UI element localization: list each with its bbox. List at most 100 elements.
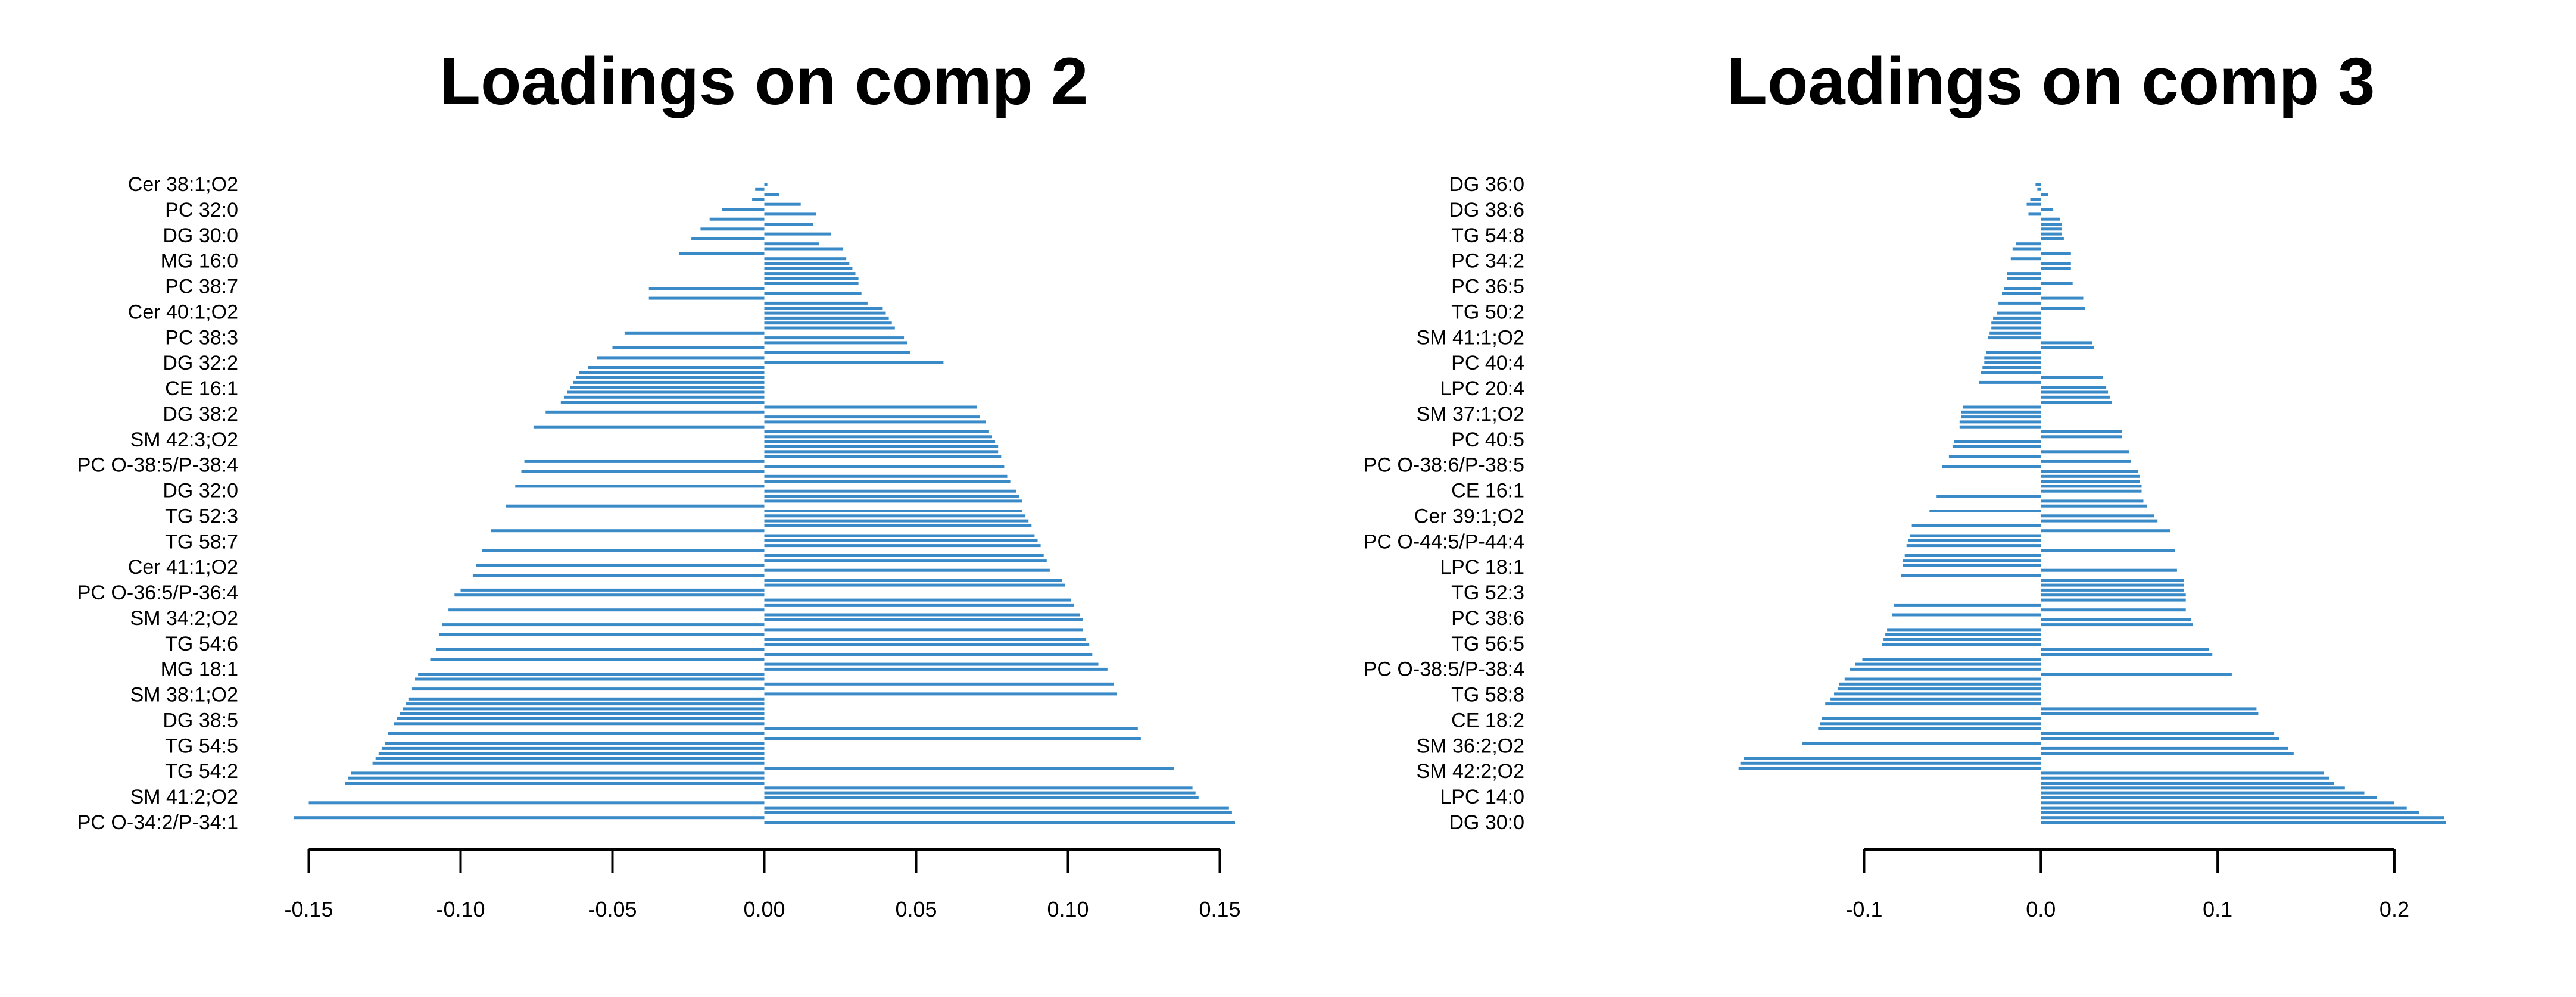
bar [1982,366,2041,369]
bar [1837,687,2041,691]
bar [1986,351,2041,354]
bar [2041,450,2129,454]
bar [764,667,1108,671]
bar [764,212,816,216]
x-tick-label: 0.0 [2026,897,2056,921]
bar [1984,356,2041,360]
bar [2041,193,2048,196]
category-label: PC O-36:5/P-36:4 [77,582,238,604]
bar [764,524,1032,527]
category-label: PC 40:4 [1451,352,1524,374]
bar [2041,588,2184,592]
x-tick-label: 0.05 [895,897,937,921]
category-label: SM 38:1;O2 [130,684,238,707]
bar [2041,673,2232,676]
bar [764,559,1047,562]
bar [764,272,856,276]
bar [2041,737,2279,740]
category-label: Cer 39:1;O2 [1414,505,1524,527]
category-label: TG 54:6 [165,633,238,655]
bar [454,593,765,597]
bar [764,737,1141,740]
bar [2041,401,2112,404]
bar [472,574,765,577]
bar [764,554,1044,557]
category-label: PC O-44:5/P-44:4 [1364,530,1524,553]
category-label: DG 30:0 [163,224,238,247]
bar [1908,539,2041,542]
bar [764,232,831,236]
bar [764,316,889,320]
bar [2041,816,2444,820]
bar [1963,405,2041,409]
x-tick-label: -0.15 [284,897,333,921]
bar [764,223,813,226]
bar [2041,489,2142,493]
category-label: CE 18:2 [1451,710,1524,732]
bar [597,356,765,360]
bar [294,816,765,820]
bar [408,697,765,701]
bar [2041,707,2257,711]
bar [400,712,765,715]
bar [764,791,1196,795]
bar [764,440,996,443]
bar [415,677,765,681]
category-label: TG 54:8 [1451,224,1524,247]
bar [2010,257,2041,261]
category-label: DG 36:0 [1449,173,1524,196]
category-label: TG 58:8 [1451,684,1524,707]
bar [2041,806,2407,810]
category-label: DG 38:6 [1449,199,1524,221]
bar [2041,262,2071,265]
bar [348,776,765,780]
category-label: DG 32:0 [163,480,238,502]
bar [764,821,1235,824]
bar [439,633,765,636]
category-label: LPC 14:0 [1440,786,1524,808]
category-label: PC O-38:6/P-38:5 [1364,454,1524,477]
bar [506,504,765,508]
bar [1959,420,2041,424]
bar [764,489,1016,493]
bar [764,480,1011,483]
chart-title: Loadings on comp 3 [1727,44,2375,118]
bar [2041,593,2186,597]
bar [2041,801,2394,805]
bar [764,598,1071,602]
bar [2041,549,2175,552]
bar [764,643,1090,646]
bar [1744,757,2041,760]
bar [2041,376,2103,379]
bar [764,336,905,340]
bar [1961,410,2041,414]
bar [764,267,853,270]
bar [709,217,765,221]
category-label: DG 38:5 [163,710,238,732]
category-label: SM 34:2;O2 [130,607,238,630]
bar [764,519,1029,523]
category-label: LPC 18:1 [1440,556,1524,579]
bar [1954,440,2041,443]
category-label: PC O-34:2/P-34:1 [77,811,238,834]
bar [648,287,765,290]
bar [1882,643,2041,646]
bar [764,193,779,196]
category-label: PC 36:5 [1451,276,1524,298]
bar [764,361,944,364]
bar [385,742,765,745]
bar [1942,465,2041,468]
bar [764,450,999,454]
bar [1822,717,2041,720]
bar [1910,534,2041,537]
bar [2041,208,2054,211]
bar [764,202,801,206]
bar [764,326,895,330]
x-tick-label: 0.1 [2203,897,2232,921]
bar [2041,583,2184,587]
bar [2028,212,2041,216]
bar [764,405,977,409]
bar [2041,598,2186,602]
category-label: MG 18:1 [161,658,238,681]
bar [576,376,765,379]
